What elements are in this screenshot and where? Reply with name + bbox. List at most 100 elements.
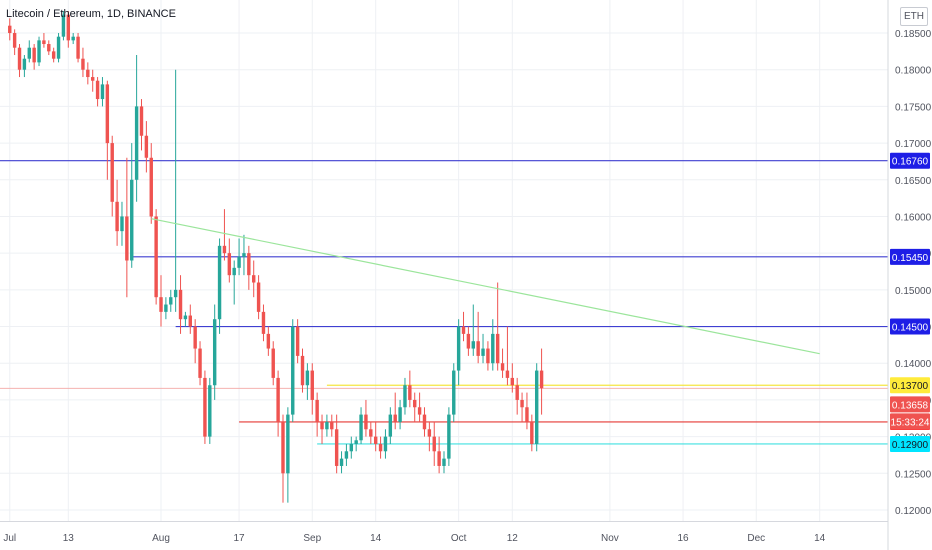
candle [369,421,373,444]
candle [154,209,158,305]
candle [42,33,46,48]
candle [110,135,114,217]
candle [486,341,490,371]
time-tick-label: 12 [507,533,519,544]
candle [32,44,36,70]
candle-body [339,458,344,466]
candle-body [403,385,407,408]
level-badge: 0.12900 [890,435,930,452]
candle-body [300,355,305,386]
trendline-layer [151,218,820,355]
current-price-badge-bg [890,396,930,413]
candle-body [12,33,17,48]
horizontal-levels [0,160,888,445]
price-tick-label: 0.15000 [895,286,932,297]
candle-body [447,414,451,459]
candle [8,18,12,41]
candle [344,443,349,466]
candle [159,275,163,327]
candle [442,451,446,474]
candle [305,363,310,400]
candle-body [139,106,144,136]
candle [208,377,212,444]
candle [339,451,344,474]
candle-body [525,407,529,422]
candle [139,99,144,151]
level-badge-bg [890,435,930,452]
candle [173,69,178,312]
candle-body [281,421,285,474]
price-tick-label: 0.17000 [895,139,932,150]
candle [61,11,66,41]
candle-body [427,429,432,437]
candle-body [76,36,80,59]
time-tick-label: 17 [234,533,246,544]
candle-body [154,216,158,298]
candle-body [373,436,378,444]
candle [422,407,427,437]
candle [456,319,461,386]
candle [100,77,105,107]
trendline [151,218,820,355]
candle [51,47,56,63]
candle [481,333,485,364]
candle-body [334,429,339,466]
candle-body [520,399,524,408]
candle-body [271,348,275,378]
candle-body [330,421,334,430]
level-badge-text: 0.14500 [892,323,929,334]
candle [286,407,290,503]
candle-body [237,256,241,268]
candle-body [125,216,129,261]
countdown-badge-bg [890,413,930,430]
candle-body [159,297,163,312]
candle-body [130,179,134,261]
candle-body [81,58,85,70]
candle [17,44,22,78]
candle [525,392,529,430]
candle-body [144,135,149,158]
candle [212,304,217,400]
candle-body [364,414,368,430]
candle-body [178,289,183,320]
price-tick-label: 0.16000 [895,212,932,223]
candle-body [310,370,314,400]
candle [81,47,85,78]
candle [203,370,207,444]
candle [164,297,168,320]
candle-body [149,157,153,217]
candle [359,407,363,444]
candle [149,143,153,224]
candle-body [491,333,495,364]
time-tick-label: 14 [814,533,826,544]
candle [408,370,412,408]
candle [271,341,275,386]
candle [354,436,358,452]
level-badge-text: 0.16760 [892,157,929,168]
candle-body [188,315,192,327]
candle [320,414,324,444]
candle-body [461,326,466,334]
candle [188,304,192,334]
candle-body [530,421,534,444]
price-tick-label: 0.12500 [895,469,932,480]
candle [373,421,378,452]
candle-body [505,370,510,378]
candle-body [422,414,427,430]
candle-body [417,407,422,415]
candle-body [71,36,75,41]
candle [120,201,124,246]
candle [232,260,236,305]
candle [413,392,417,422]
currency-badge[interactable]: ETH [900,7,928,26]
candle-body [256,282,261,312]
candle-body [466,333,471,349]
level-badge-bg [890,248,930,265]
current-price-badge: 0.13658 [890,396,930,413]
candle [437,436,441,474]
candle-body [320,421,324,430]
candle-body [432,436,436,452]
candle [388,407,393,444]
candle-body [476,341,480,356]
